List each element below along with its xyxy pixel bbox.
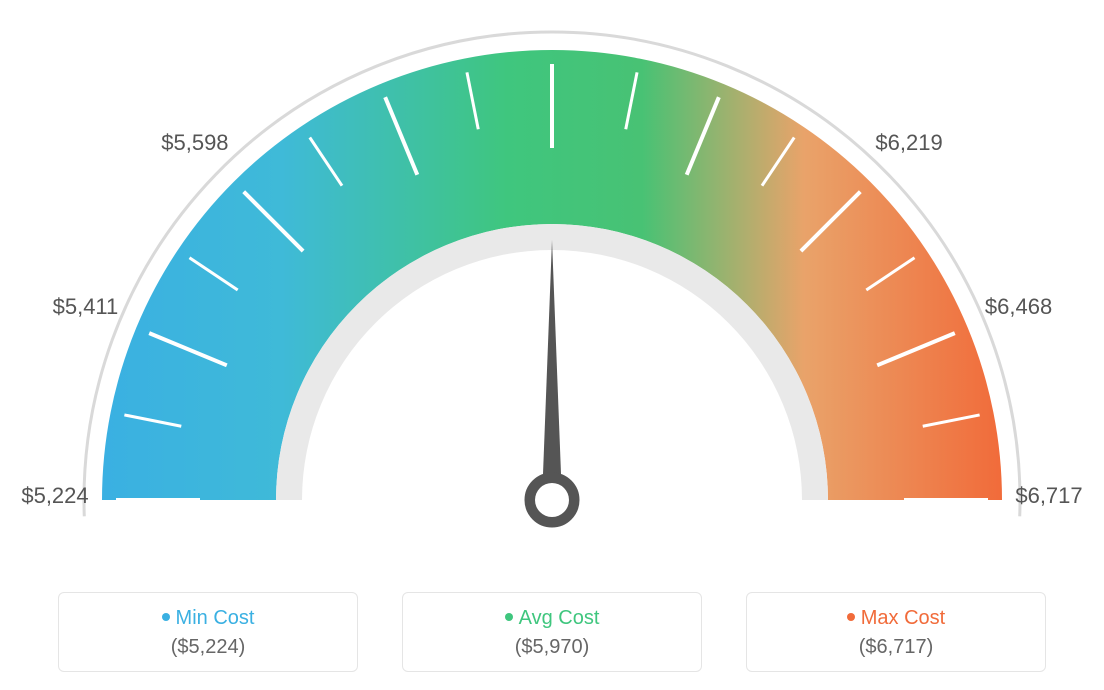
gauge-tick-label: $6,717 — [1015, 483, 1082, 509]
legend: Min Cost ($5,224) Avg Cost ($5,970) Max Cost… — [0, 592, 1104, 672]
legend-title-avg: Avg Cost — [413, 607, 691, 630]
gauge-tick-label: $6,219 — [875, 130, 942, 156]
legend-title-min: Min Cost — [69, 607, 347, 630]
legend-title-max: Max Cost — [757, 607, 1035, 630]
gauge-chart — [0, 0, 1104, 560]
needle-base-fill — [535, 483, 569, 517]
legend-dot-min — [162, 613, 170, 621]
legend-card-min: Min Cost ($5,224) — [58, 592, 358, 672]
gauge-tick-label: $5,411 — [53, 294, 119, 320]
legend-title-text: Avg Cost — [519, 607, 600, 629]
gauge-tick-label: $5,224 — [21, 483, 88, 509]
legend-value-avg: ($5,970) — [413, 636, 691, 659]
needle — [542, 240, 562, 500]
gauge-tick-label: $5,970 — [518, 0, 585, 2]
legend-card-max: Max Cost ($6,717) — [746, 592, 1046, 672]
legend-title-text: Max Cost — [861, 607, 945, 629]
gauge-area: $5,224 $5,411 $5,598 $5,970 $6,219 $6,468 $6,7… — [0, 0, 1104, 560]
legend-title-text: Min Cost — [176, 607, 255, 629]
legend-dot-max — [847, 613, 855, 621]
gauge-tick-label: $5,598 — [161, 130, 228, 156]
legend-card-avg: Avg Cost ($5,970) — [402, 592, 702, 672]
legend-dot-avg — [505, 613, 513, 621]
gauge-tick-label: $6,468 — [985, 294, 1052, 320]
cost-gauge-container: $5,224 $5,411 $5,598 $5,970 $6,219 $6,468 $6,7… — [0, 0, 1104, 690]
legend-value-min: ($5,224) — [69, 636, 347, 659]
legend-value-max: ($6,717) — [757, 636, 1035, 659]
